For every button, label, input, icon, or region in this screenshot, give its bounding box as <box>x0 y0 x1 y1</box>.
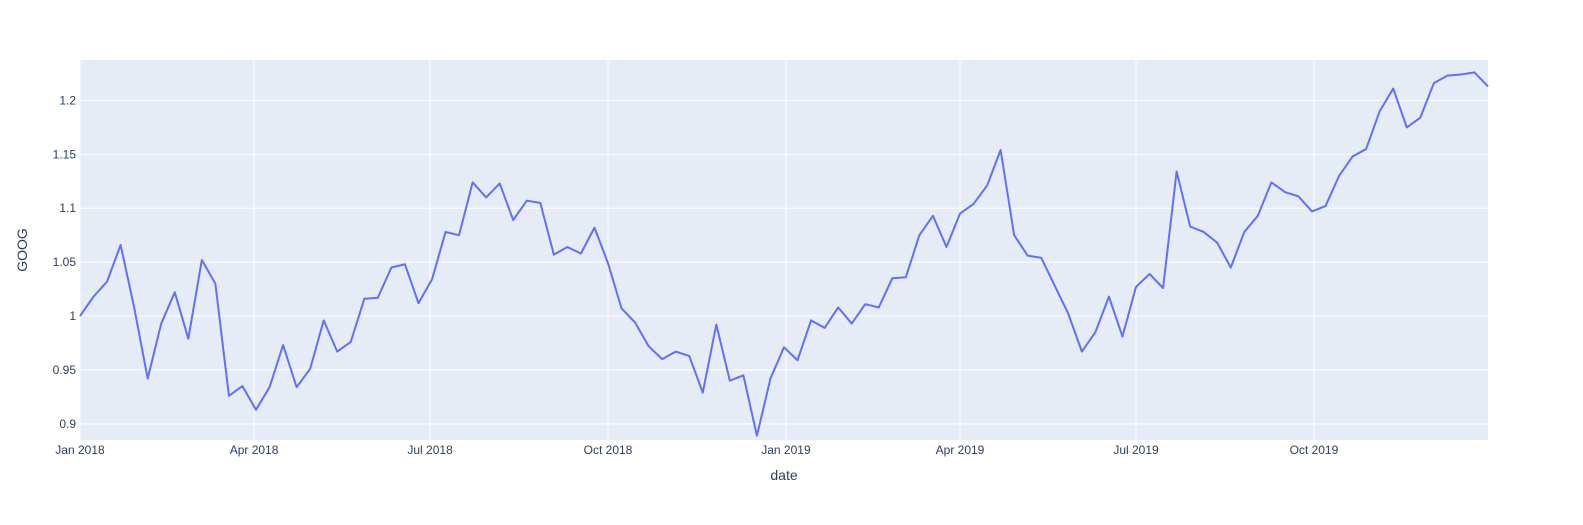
x-tick-label: Oct 2019 <box>1290 443 1339 457</box>
x-tick-label: Jul 2018 <box>407 443 453 457</box>
y-tick-label: 0.95 <box>53 363 77 377</box>
series-line <box>79 71 1489 437</box>
x-tick-label: Apr 2019 <box>936 443 985 457</box>
y-axis-ticks: 0.9 0.95 1 1.05 1.1 1.15 1.2 <box>53 93 77 430</box>
y-tick-label: 0.9 <box>59 417 76 431</box>
x-axis-title: date <box>770 467 797 483</box>
x-tick-label: Apr 2018 <box>230 443 279 457</box>
x-tick-label: Jan 2019 <box>761 443 811 457</box>
y-tick-label: 1 <box>69 309 76 323</box>
y-tick-label: 1.2 <box>59 93 76 107</box>
series-layer <box>79 71 1489 437</box>
x-tick-label: Jan 2018 <box>55 443 105 457</box>
x-tick-label: Jul 2019 <box>1113 443 1159 457</box>
x-axis-ticks: Jan 2018 Apr 2018 Jul 2018 Oct 2018 Jan 2019… <box>55 443 1338 457</box>
y-tick-label: 1.15 <box>53 147 77 161</box>
x-tick-label: Oct 2018 <box>584 443 633 457</box>
y-tick-label: 1.1 <box>59 201 76 215</box>
y-tick-label: 1.05 <box>53 255 77 269</box>
grid-lines <box>79 60 1488 440</box>
y-axis-title: GOOG <box>14 228 30 272</box>
plot-area <box>80 60 1488 440</box>
